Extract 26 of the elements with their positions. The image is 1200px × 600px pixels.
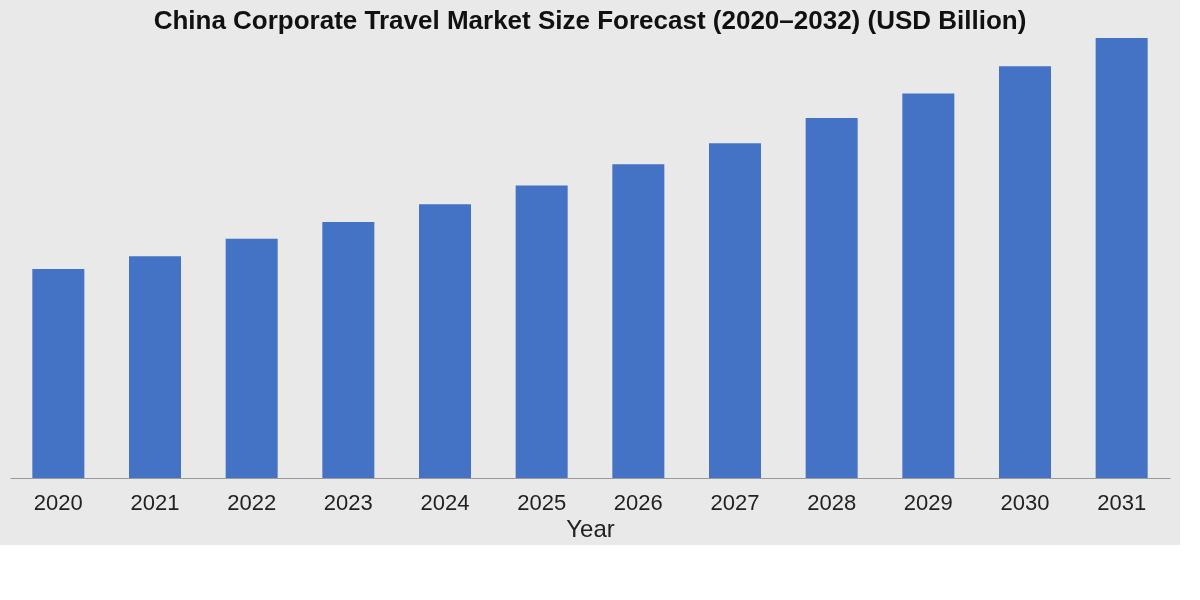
- bar: [32, 269, 85, 478]
- bar: [805, 118, 858, 478]
- chart-title: China Corporate Travel Market Size Forecast (2020–2032) (USD Billion): [153, 5, 1027, 35]
- x-tick-label: 2029: [903, 489, 953, 515]
- x-tick-label: 2021: [130, 489, 180, 515]
- bar: [225, 238, 278, 478]
- x-tick-label: 2030: [1000, 489, 1050, 515]
- x-axis-title: Year: [566, 514, 615, 542]
- bar: [322, 221, 375, 478]
- x-tick-label: 2020: [33, 489, 83, 515]
- bar: [419, 204, 471, 478]
- bar: [709, 143, 761, 478]
- bar: [515, 185, 568, 478]
- x-tick-label: 2022: [227, 489, 277, 515]
- x-tick-label: 2027: [710, 489, 760, 515]
- x-tick-label: 2023: [323, 489, 373, 515]
- x-tick-label: 2026: [613, 489, 663, 515]
- bar: [902, 93, 955, 478]
- bar: [999, 66, 1051, 478]
- x-tick-label: 2031: [1097, 489, 1147, 515]
- x-tick-label: 2025: [517, 489, 567, 515]
- bar: [612, 164, 665, 478]
- x-tick-label: 2024: [420, 489, 470, 515]
- x-tick-label: 2028: [807, 489, 857, 515]
- bar: [1095, 38, 1148, 478]
- bar: [129, 256, 181, 478]
